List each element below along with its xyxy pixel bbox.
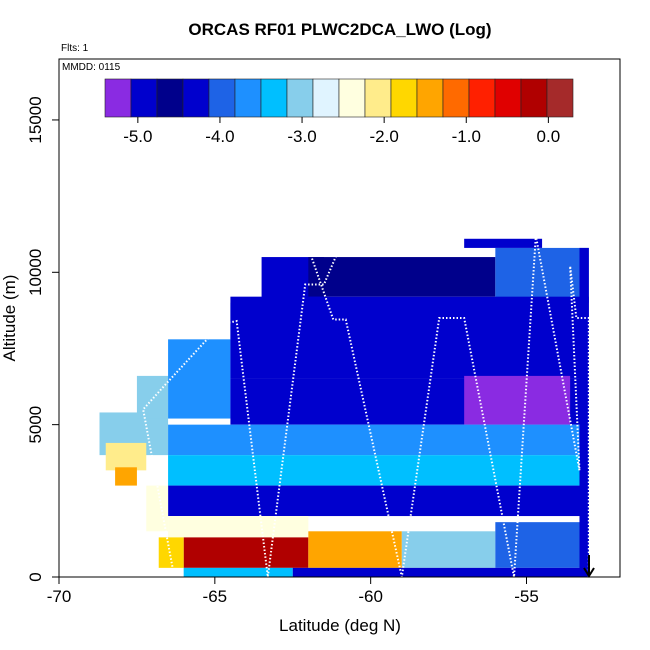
colorbar-swatch — [260, 78, 288, 118]
colorbar-swatch — [182, 78, 210, 118]
colorbar-swatch — [130, 78, 158, 118]
y-tick-label: 10000 — [26, 249, 45, 296]
heatmap-cell — [464, 375, 571, 425]
x-tick-label: -55 — [514, 587, 539, 606]
colorbar-swatch — [494, 78, 522, 118]
heatmap-cell — [230, 296, 589, 379]
x-tick-label: -65 — [203, 587, 228, 606]
heatmap-cell — [136, 375, 169, 419]
y-tick-label: 5000 — [26, 406, 45, 444]
y-axis: 0 5000 10000 15000 — [26, 96, 59, 582]
heatmap-cell — [495, 522, 589, 568]
colorbar-tick-label: -4.0 — [205, 127, 234, 146]
colorbar-swatch — [442, 78, 470, 118]
colorbar-ticks: -5.0 -4.0 -3.0 -2.0 -1.0 0.0 — [123, 117, 560, 146]
heatmap-cell — [168, 485, 589, 517]
x-axis: -70 -65 -60 -55 — [47, 577, 539, 606]
plot-frame — [58, 58, 621, 578]
heatmap-cell — [183, 537, 309, 568]
heatmap-cell — [464, 238, 543, 248]
heatmap-cell — [168, 339, 231, 419]
heatmap-cell — [168, 424, 589, 456]
heatmap-cells — [99, 238, 589, 577]
flights-note: Flts: 1 — [61, 43, 89, 54]
y-tick-label: 0 — [26, 572, 45, 581]
colorbar-tick-label: -3.0 — [287, 127, 316, 146]
y-axis-label: Altitude (m) — [0, 275, 19, 362]
date-note: MMDD: 0115 — [62, 62, 121, 73]
colorbar-swatch — [208, 78, 236, 118]
colorbar-swatch — [364, 78, 392, 118]
colorbar-swatch — [234, 78, 262, 118]
colorbar-swatch — [468, 78, 496, 118]
colorbar-swatch — [546, 78, 574, 118]
end-arrow-icon — [583, 555, 595, 578]
heatmap-cell — [146, 485, 169, 532]
heatmap-cell — [105, 442, 147, 471]
colorbar-tick-label: -5.0 — [123, 127, 152, 146]
colorbar-tick-label: -2.0 — [370, 127, 399, 146]
heatmap-cell — [401, 531, 496, 568]
colorbar-tick-label: -1.0 — [452, 127, 481, 146]
chart-title: ORCAS RF01 PLWC2DCA_LWO (Log) — [188, 20, 491, 39]
colorbar-tick-label: 0.0 — [537, 127, 561, 146]
flight-track — [142, 235, 590, 577]
colorbar-swatch — [520, 78, 548, 118]
heatmap-cell — [183, 567, 293, 577]
heatmap-cell — [579, 247, 589, 577]
colorbar — [104, 78, 574, 118]
flight-track-line — [142, 235, 590, 577]
heatmap-cell — [292, 567, 589, 577]
colorbar-swatch — [286, 78, 314, 118]
heatmap-cell — [495, 247, 589, 303]
heatmap-cell — [168, 516, 309, 538]
colorbar-swatch — [104, 78, 132, 118]
x-tick-label: -70 — [47, 587, 72, 606]
colorbar-swatch — [312, 78, 340, 118]
heatmap-cell — [115, 467, 137, 486]
heatmap-cell — [308, 531, 402, 568]
colorbar-swatch — [338, 78, 366, 118]
y-tick-label: 15000 — [26, 96, 45, 143]
heatmap-cell — [308, 257, 496, 297]
colorbar-swatch — [416, 78, 444, 118]
x-tick-label: -60 — [358, 587, 383, 606]
colorbar-swatch — [390, 78, 418, 118]
colorbar-swatch — [156, 78, 184, 118]
x-axis-label: Latitude (deg N) — [279, 616, 401, 635]
